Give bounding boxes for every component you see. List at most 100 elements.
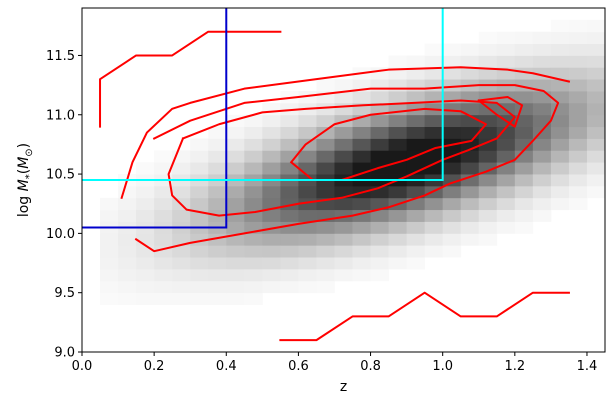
heatmap-cell: [190, 162, 209, 175]
heatmap-cell: [154, 185, 173, 199]
heatmap-cell: [388, 55, 408, 68]
heatmap-cell: [172, 162, 191, 175]
heatmap-cell: [208, 245, 227, 258]
heatmap-cell: [208, 197, 227, 211]
heatmap-cell: [226, 162, 245, 175]
heatmap-cell: [370, 268, 389, 282]
heatmap-cell: [442, 245, 462, 258]
heatmap-cell: [424, 126, 444, 139]
heatmap-cell: [388, 138, 408, 151]
heatmap-cell: [208, 257, 227, 270]
heatmap-cell: [352, 221, 371, 234]
heatmap-cell: [172, 245, 191, 258]
heatmap-cell: [532, 197, 552, 211]
heatmap-cell: [388, 91, 408, 104]
heatmap-cell: [172, 257, 191, 270]
heatmap-cell: [262, 114, 281, 128]
heatmap-cell: [280, 245, 299, 258]
heatmap-cell: [424, 114, 444, 128]
heatmap-cell: [136, 197, 155, 211]
heatmap-cell: [586, 79, 605, 92]
heatmap-cell: [388, 233, 408, 246]
contour-line-2: [134, 84, 560, 253]
heatmap-cell: [172, 185, 191, 199]
heatmap-cell: [406, 185, 426, 199]
heatmap-cell: [352, 138, 371, 151]
heatmap-cell: [244, 126, 263, 139]
heatmap-cell: [496, 126, 516, 139]
heatmap-cell: [154, 280, 173, 294]
heatmap-cell: [226, 280, 245, 294]
heatmap-cell: [190, 185, 209, 199]
heatmap-cell: [550, 174, 570, 187]
heatmap-cell: [460, 126, 480, 139]
cut-line-2: [82, 8, 444, 181]
heatmap-cell: [244, 257, 263, 270]
heatmap-cell: [262, 257, 281, 270]
heatmap-cell: [226, 138, 245, 151]
heatmap-cell: [388, 114, 408, 128]
heatmap-cell: [136, 233, 155, 246]
heatmap-cell: [136, 245, 155, 258]
heatmap-cell: [316, 114, 335, 128]
heatmap-cell: [190, 292, 209, 305]
heatmap-cell: [262, 150, 281, 163]
heatmap-cell: [550, 138, 570, 151]
heatmap-cell: [334, 91, 353, 104]
heatmap-cell: [532, 114, 552, 128]
heatmap-cell: [424, 221, 444, 234]
heatmap-cell: [262, 268, 281, 282]
heatmap-cell: [514, 197, 534, 211]
heatmap-cell: [460, 150, 480, 163]
heatmap-cell: [568, 126, 588, 139]
heatmap-cell: [496, 185, 516, 199]
heatmap-cell: [496, 31, 516, 44]
y-tick-label: 10.0: [46, 227, 75, 242]
heatmap-cell: [208, 162, 227, 175]
heatmap-cell: [370, 221, 389, 234]
heatmap-cell: [136, 162, 155, 175]
heatmap-cell: [190, 257, 209, 270]
heatmap-cell: [280, 102, 299, 116]
heatmap-cell: [406, 209, 426, 222]
heatmap-cell: [136, 268, 155, 282]
heatmap-cell: [586, 102, 605, 116]
y-axis-ticks: 9.0 9.5 10.0 10.5 11.0 11.5: [46, 49, 82, 361]
heatmap-cell: [100, 209, 119, 222]
heatmap-cell: [514, 174, 534, 187]
heatmap-cell: [478, 43, 498, 56]
heatmap-cell: [172, 233, 191, 246]
heatmap-cell: [442, 221, 462, 234]
heatmap-cell: [208, 150, 227, 163]
x-tick-label: 0.2: [144, 359, 165, 374]
heatmap-cell: [406, 257, 426, 270]
heatmap-cell: [496, 150, 516, 163]
heatmap-cell: [136, 292, 155, 305]
heatmap-cell: [262, 280, 281, 294]
heatmap-cell: [532, 79, 552, 92]
heatmap-cell: [334, 233, 353, 246]
heatmap-cell: [244, 233, 263, 246]
heatmap-cell: [190, 280, 209, 294]
heatmap-cell: [388, 221, 408, 234]
heatmap-cell: [154, 209, 173, 222]
heatmap-cell: [280, 257, 299, 270]
heatmap-cell: [370, 150, 389, 163]
heatmap-cell: [442, 209, 462, 222]
heatmap-cell: [388, 162, 408, 175]
heatmap-cell: [226, 221, 245, 234]
heatmap-cell: [460, 43, 480, 56]
heatmap-cell: [424, 55, 444, 68]
heatmap-cell: [460, 221, 480, 234]
heatmap-cell: [226, 257, 245, 270]
heatmap-cell: [586, 126, 605, 139]
heatmap-cell: [586, 174, 605, 187]
heatmap-cell: [442, 79, 462, 92]
heatmap-cell: [550, 67, 570, 80]
heatmap-cell: [118, 257, 137, 270]
heatmap-cell: [190, 150, 209, 163]
heatmap-cell: [334, 126, 353, 139]
heatmap-cell: [334, 150, 353, 163]
heatmap-cell: [154, 292, 173, 305]
heatmap-cell: [154, 233, 173, 246]
